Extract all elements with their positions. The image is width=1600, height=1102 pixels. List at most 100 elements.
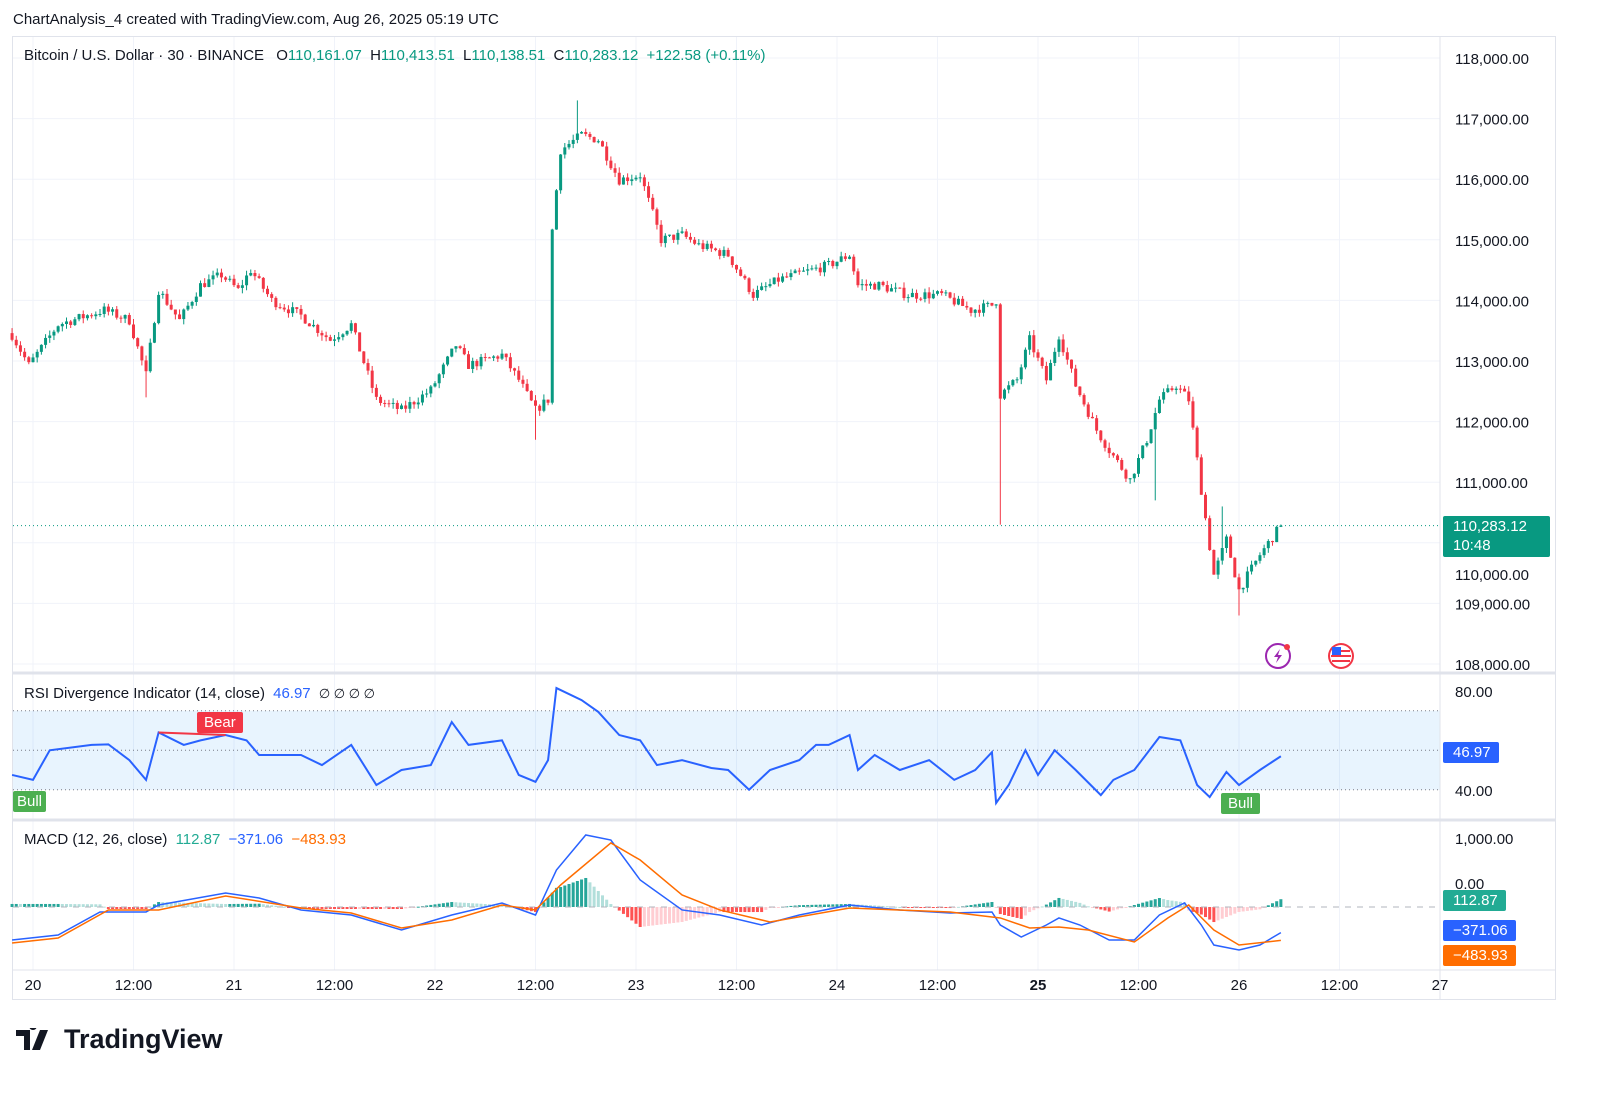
macd-histogram-bar [1275, 901, 1279, 907]
macd-histogram-bar [810, 904, 814, 907]
candle [65, 317, 68, 329]
candle [806, 263, 810, 276]
macd-histogram-bar [358, 907, 362, 910]
macd-histogram-bar [119, 907, 123, 910]
macd-histogram-bar [1040, 906, 1044, 908]
macd-histogram-bar [1124, 907, 1128, 908]
rsi-tick: 80.00 [1455, 684, 1493, 701]
macd-histogram-bar [760, 907, 764, 913]
macd-histogram-bar [479, 903, 483, 907]
last-price: 110,283.12 [1453, 518, 1527, 535]
candle [165, 289, 169, 307]
candle [1216, 557, 1220, 580]
candle [936, 290, 939, 296]
macd-histogram-bar [504, 905, 508, 907]
candle [270, 292, 274, 303]
macd-histogram-bar [672, 907, 676, 923]
macd-histogram-bar [483, 904, 487, 907]
candle [487, 356, 491, 359]
candle [14, 335, 18, 349]
candle [944, 289, 948, 297]
open-label: O [276, 47, 288, 64]
macd-histogram-bar [684, 907, 688, 921]
candle [986, 301, 990, 308]
candle [249, 269, 253, 277]
candle [44, 334, 48, 349]
candle [1157, 396, 1161, 414]
macd-histogram-bar [1224, 907, 1228, 918]
price-tick: 115,000.00 [1455, 233, 1529, 250]
candle [1204, 492, 1207, 521]
macd-histogram-bar [575, 880, 579, 907]
candle [1032, 329, 1036, 358]
signal-line [11, 842, 1281, 946]
candle [906, 294, 910, 303]
candle [1090, 412, 1094, 419]
candle [546, 399, 550, 406]
price-tick: 109,000.00 [1455, 596, 1530, 613]
candle [542, 394, 546, 413]
candle [881, 280, 885, 287]
candle [973, 309, 977, 318]
macd-histogram-bar [266, 904, 269, 907]
macd-histogram-bar [94, 904, 98, 907]
candle [1233, 557, 1237, 578]
macd-histogram-bar [249, 903, 253, 907]
candle [303, 313, 307, 324]
macd-histogram-bar [1090, 907, 1094, 908]
candle [152, 321, 156, 344]
candle [1011, 379, 1015, 387]
macd-histogram-bar [144, 907, 148, 910]
macd-histogram-bar [659, 907, 663, 925]
candle [106, 303, 110, 316]
candle [1036, 349, 1040, 362]
macd-histogram-bar [1145, 901, 1149, 907]
candle [412, 400, 416, 409]
candle [952, 293, 956, 307]
candle [869, 281, 872, 290]
macd-histogram-bar [839, 904, 843, 907]
candle [601, 140, 604, 147]
grid [13, 37, 1441, 970]
macd-histogram-bar [81, 904, 85, 907]
tradingview-logo[interactable]: TradingView [16, 1024, 223, 1055]
macd-histogram-bar [885, 906, 889, 908]
macd-histogram-bar [437, 903, 441, 907]
macd-histogram-bar [806, 904, 810, 907]
macd-histogram-bar [584, 877, 588, 907]
macd-histogram-bar [102, 906, 106, 908]
macd-histogram-bar [1254, 907, 1258, 910]
low-value: 110,138.51 [471, 47, 546, 64]
lightning-event-icon[interactable] [1265, 643, 1291, 669]
candle [517, 366, 521, 383]
candle [408, 396, 412, 414]
candle [663, 233, 667, 248]
macd-histogram-bar [630, 907, 634, 921]
candle [831, 259, 835, 269]
candle [312, 319, 316, 328]
us-flag-icon[interactable] [1328, 643, 1354, 669]
candle [1162, 388, 1166, 404]
candle [450, 348, 454, 358]
candle [1245, 566, 1249, 593]
macd-name[interactable]: MACD (12, 26, close) [24, 831, 168, 848]
rsi-name[interactable]: RSI Divergence Indicator (14, close) [24, 685, 265, 702]
macd-histogram-bar [956, 906, 960, 908]
symbol-name[interactable]: Bitcoin / U.S. Dollar · 30 · BINANCE [24, 47, 265, 64]
symbol-legend[interactable]: Bitcoin / U.S. Dollar · 30 · BINANCE O 11… [24, 47, 770, 64]
macd-histogram-bar [605, 899, 609, 907]
macd-legend[interactable]: MACD (12, 26, close) 112.87 −371.06 −483… [24, 831, 350, 848]
macd-histogram-bar [642, 907, 646, 927]
macd-histogram-bar [324, 907, 328, 909]
candle [554, 189, 558, 230]
macd-histogram-bar [550, 892, 554, 907]
candle [77, 313, 81, 322]
candle [575, 100, 579, 144]
candle [454, 346, 458, 353]
macd-histogram-bar [982, 903, 986, 907]
candle [818, 262, 822, 276]
rsi-legend[interactable]: RSI Divergence Indicator (14, close) 46.… [24, 685, 379, 702]
macd-histogram-bar [391, 907, 395, 910]
candle [132, 319, 135, 340]
